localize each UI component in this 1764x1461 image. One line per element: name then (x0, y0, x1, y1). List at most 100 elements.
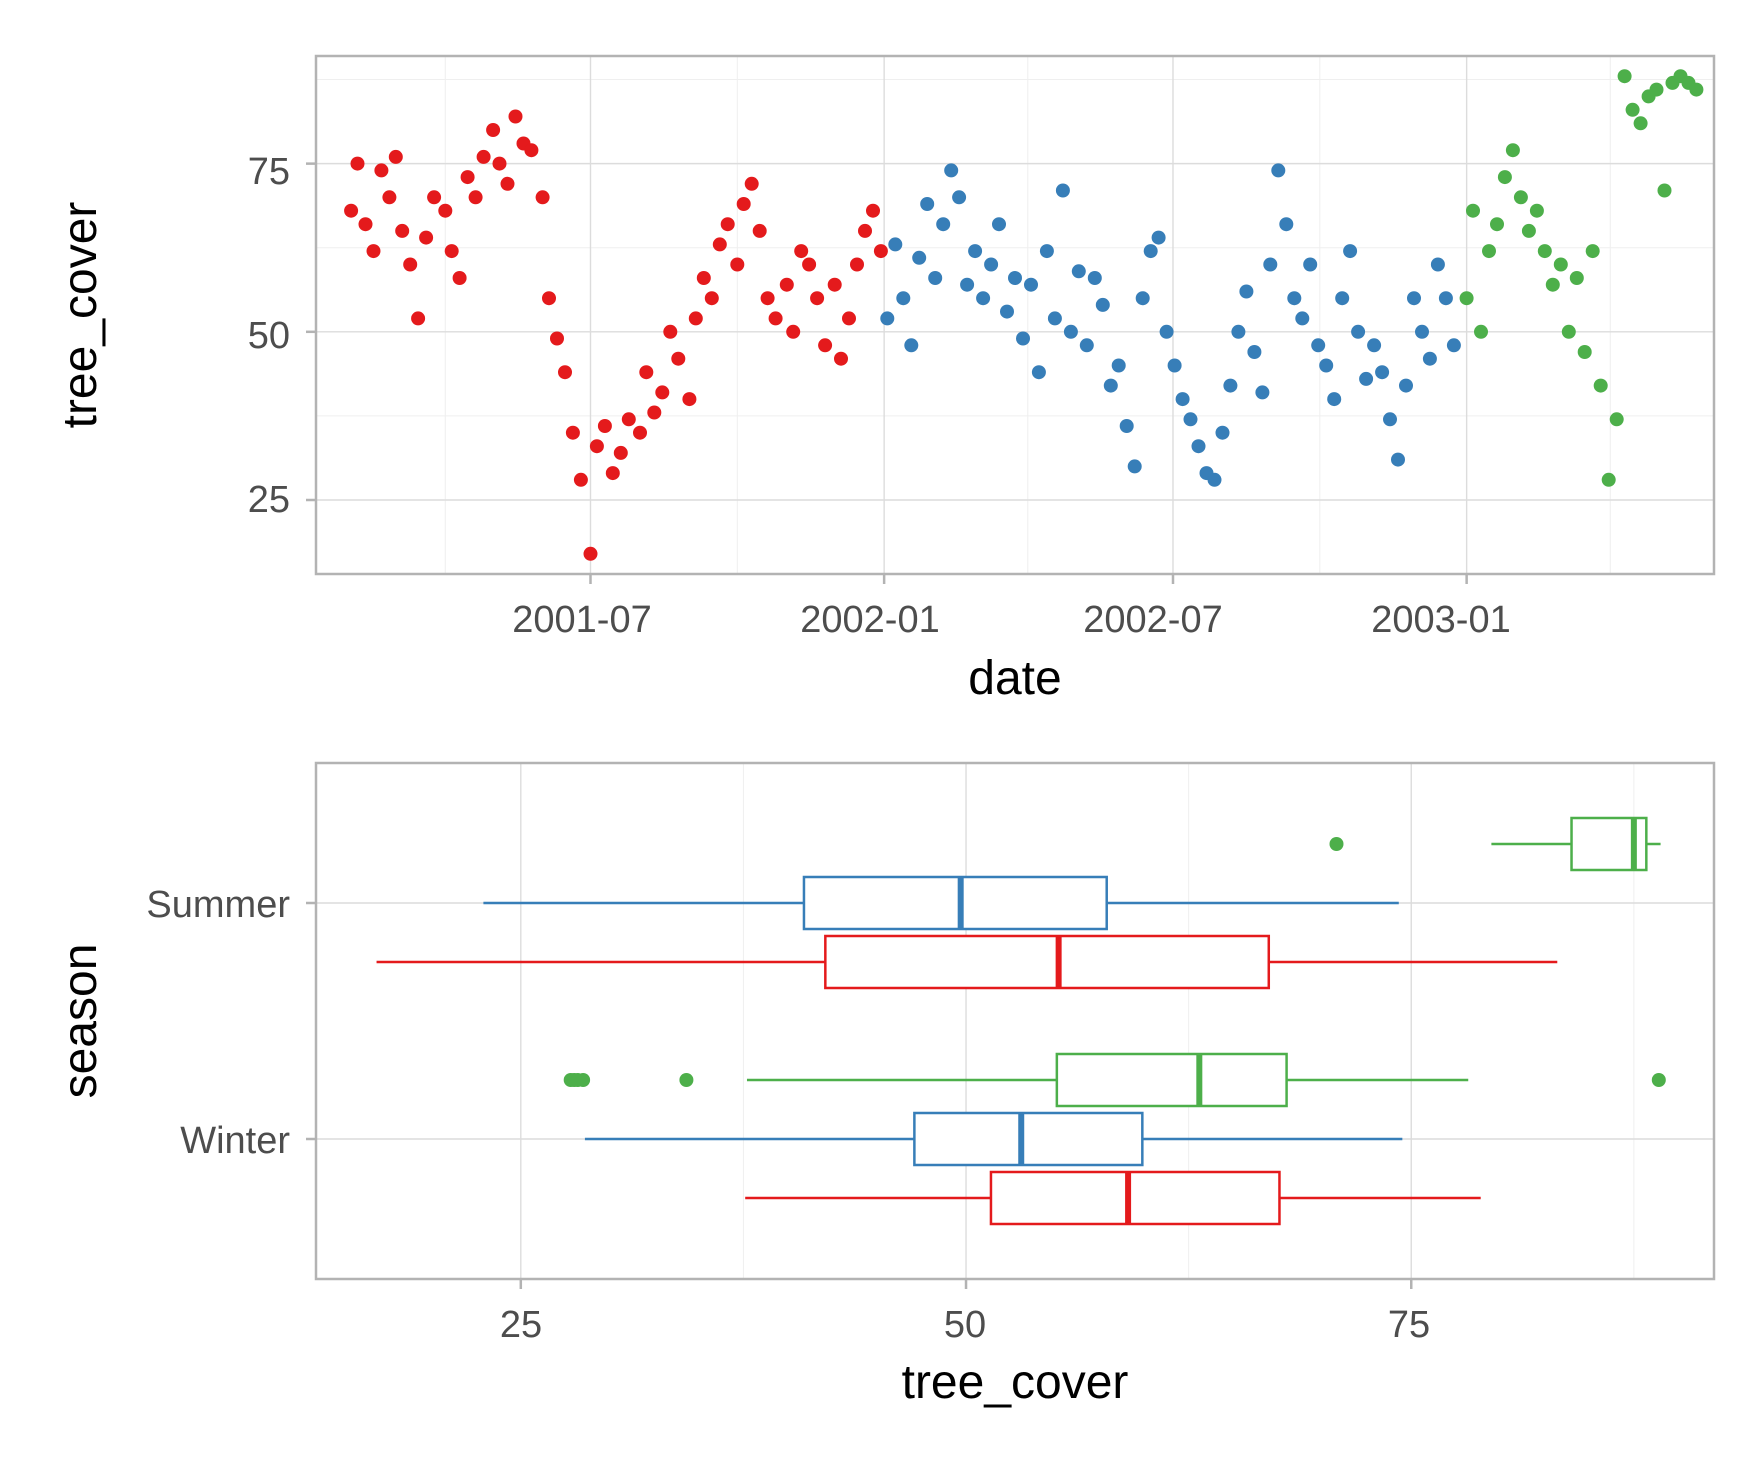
scatter-point (1247, 345, 1262, 359)
scatter-point (1175, 392, 1190, 407)
scatter-point (395, 223, 410, 238)
scatter-point (565, 425, 580, 440)
scatter-point (1191, 439, 1206, 454)
scatter-point (388, 149, 403, 164)
scatter-point (1024, 277, 1038, 292)
x-tick-label-2001-07: 2001-07 (512, 599, 651, 641)
scatter-point (736, 197, 751, 211)
scatter-point (655, 385, 670, 400)
x-tick-label-75: 75 (1388, 1304, 1430, 1346)
box-iqr (802, 875, 1108, 931)
scatter-point (1537, 244, 1552, 259)
scatter-point (1593, 378, 1608, 393)
scatter-point (1569, 271, 1584, 285)
scatter-point (1513, 190, 1528, 205)
box-outlier (679, 1073, 694, 1087)
scatter-point (1111, 358, 1126, 373)
scatter-point (704, 291, 719, 306)
boxplot-boxes (376, 816, 1666, 1226)
scatter-point (1391, 452, 1405, 467)
scatter-point (888, 237, 903, 252)
scatter-point (1207, 472, 1222, 487)
scatter-point (344, 203, 359, 218)
box-iqr (989, 1170, 1281, 1226)
scatter-point (1287, 291, 1302, 306)
scatter-point (818, 338, 833, 353)
scatter-point (760, 291, 775, 306)
scatter-point (880, 311, 895, 326)
scatter-point (1231, 324, 1246, 339)
scatter-points (344, 69, 1704, 561)
scatter-point (720, 217, 735, 232)
scatter-point (597, 419, 612, 433)
scatter-point (1459, 291, 1474, 306)
scatter-point (1446, 338, 1461, 353)
scatter-point (1601, 472, 1616, 487)
scatter-point (492, 156, 507, 171)
scatter-point (1399, 378, 1413, 393)
scatter-point (1422, 351, 1437, 366)
boxplot-x-axis-title: tree_cover (902, 1356, 1129, 1409)
scatter-point (589, 439, 604, 454)
scatter-point (508, 109, 523, 124)
scatter-point (583, 546, 598, 561)
y-tick-label-50: 50 (248, 315, 290, 357)
scatter-point (968, 244, 983, 259)
scatter-point (1482, 244, 1496, 259)
scatter-point (500, 176, 515, 191)
scatter-point (1335, 291, 1350, 306)
scatter-point (1649, 82, 1664, 97)
scatter-point (419, 230, 434, 245)
scatter-point (1474, 324, 1488, 339)
scatter-point (786, 324, 801, 339)
scatter-point (1271, 163, 1286, 178)
scatter-point (427, 190, 442, 205)
scatter-point (1151, 230, 1166, 245)
box-winter (563, 1052, 1666, 1108)
scatter-point (866, 203, 880, 218)
scatter-point (358, 217, 373, 232)
scatter-point (671, 351, 686, 366)
scatter-point (1008, 271, 1022, 285)
scatter-point (952, 190, 967, 205)
scatter-point (1505, 143, 1520, 158)
scatter-point (1521, 223, 1536, 238)
scatter-point (1625, 102, 1640, 117)
scatter-point (374, 163, 389, 178)
scatter-point (688, 311, 703, 326)
scatter-point (1327, 392, 1342, 407)
box-outlier (576, 1073, 591, 1087)
scatter-point (444, 244, 459, 259)
scatter-point (904, 338, 919, 353)
scatter-point (1167, 358, 1182, 373)
scatter-point (810, 291, 825, 306)
scatter-point (633, 425, 647, 440)
scatter-point (1657, 183, 1672, 198)
scatter-point (1071, 264, 1086, 279)
scatter-point (382, 190, 397, 205)
scatter-point (1438, 291, 1453, 306)
scatter-point (1079, 338, 1094, 353)
scatter-point (438, 203, 453, 218)
scatter-ticks (306, 162, 1468, 584)
scatter-point (1143, 244, 1158, 259)
scatter-point (827, 277, 842, 292)
scatter-point (1561, 324, 1576, 339)
scatter-point (1689, 82, 1704, 97)
scatter-point (1383, 412, 1397, 427)
scatter-point (1375, 365, 1390, 380)
scatter-point (712, 237, 727, 252)
scatter-point (873, 244, 888, 259)
scatter-point (928, 271, 943, 285)
scatter-point (696, 271, 711, 285)
scatter-point (1415, 324, 1429, 339)
scatter-point (842, 311, 856, 326)
scatter-point (1087, 271, 1102, 285)
scatter-point (960, 277, 975, 292)
scatter-point (1159, 324, 1174, 339)
scatter-point (1319, 358, 1334, 373)
scatter-panel-border (314, 54, 1716, 576)
scatter-point (682, 392, 697, 407)
scatter-point (992, 217, 1006, 232)
